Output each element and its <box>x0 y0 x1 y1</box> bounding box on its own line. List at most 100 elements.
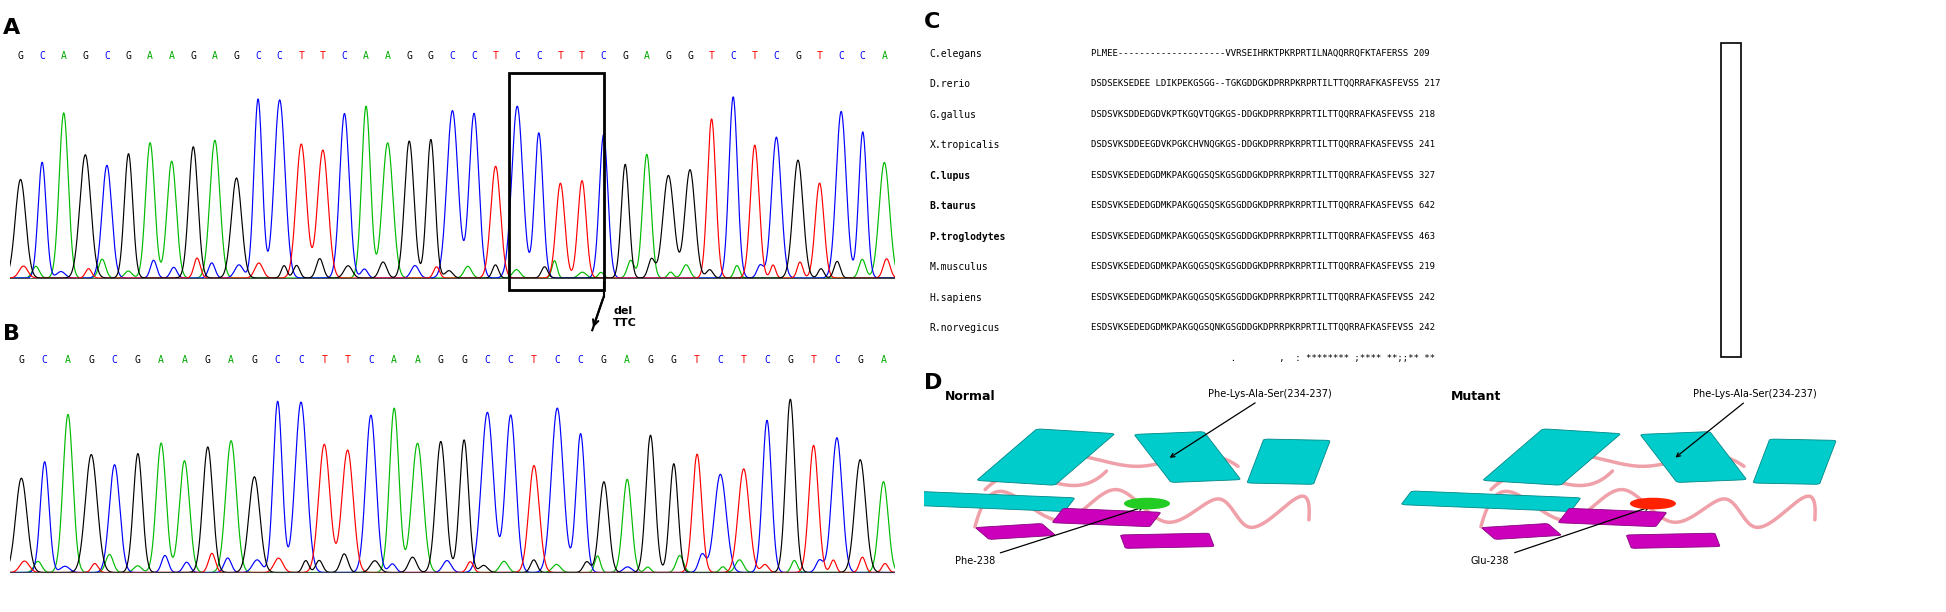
Text: P.troglodytes: P.troglodytes <box>930 232 1006 242</box>
Text: X.tropicalis: X.tropicalis <box>930 140 1000 151</box>
Text: .        ,  : ******** ;**** **;;** **: . , : ******** ;**** **;;** ** <box>1092 354 1436 363</box>
Text: H.sapiens: H.sapiens <box>930 293 983 303</box>
Text: ESDSVKSEDEDGDMKPAKGQGSQSKGSGDDGKDPRRPKRPRTILTTQQRRAFKASFEVSS 327: ESDSVKSEDEDGDMKPAKGQGSQSKGSGDDGKDPRRPKRP… <box>1092 171 1436 180</box>
Text: G: G <box>82 51 88 61</box>
Text: G: G <box>438 356 444 365</box>
Text: C: C <box>41 356 47 365</box>
Text: D: D <box>924 373 942 394</box>
Text: C: C <box>535 51 541 61</box>
Text: G: G <box>134 356 140 365</box>
Text: T: T <box>817 51 823 61</box>
Text: G: G <box>18 51 23 61</box>
Text: G: G <box>687 51 693 61</box>
FancyBboxPatch shape <box>1559 509 1666 526</box>
Text: Phe-238: Phe-238 <box>955 507 1142 566</box>
Text: A: A <box>169 51 175 61</box>
Text: G: G <box>461 356 467 365</box>
Text: G: G <box>796 51 802 61</box>
Text: Glu-238: Glu-238 <box>1471 507 1648 566</box>
Text: T: T <box>492 51 498 61</box>
Text: C: C <box>730 51 736 61</box>
Text: T: T <box>695 356 701 365</box>
FancyBboxPatch shape <box>977 524 1055 539</box>
Text: del
TTC: del TTC <box>613 306 636 327</box>
FancyBboxPatch shape <box>1753 439 1835 484</box>
Text: DSDSVKSDDEDGDVKPTKGQVTQGKGS-DDGKDPRRPKRPRTILTTQQRRAFKASFEVSS 218: DSDSVKSDDEDGDVKPTKGQVTQGKGS-DDGKDPRRPKRP… <box>1092 110 1436 119</box>
Text: A: A <box>882 51 887 61</box>
Text: C: C <box>255 51 261 61</box>
Text: Mutant: Mutant <box>1450 390 1500 403</box>
Text: T: T <box>741 356 747 365</box>
Text: A: A <box>212 51 218 61</box>
Text: G: G <box>18 356 23 365</box>
FancyBboxPatch shape <box>1135 431 1240 482</box>
FancyBboxPatch shape <box>1401 491 1580 512</box>
Text: G: G <box>648 356 654 365</box>
Text: A: A <box>64 356 70 365</box>
Text: C: C <box>39 51 45 61</box>
Text: G: G <box>671 356 677 365</box>
Text: A: A <box>148 51 154 61</box>
Text: C: C <box>111 356 117 365</box>
Text: G: G <box>858 356 864 365</box>
Text: C: C <box>835 356 841 365</box>
Text: C: C <box>450 51 455 61</box>
Text: D.rerio: D.rerio <box>930 80 971 89</box>
Text: C: C <box>578 356 584 365</box>
Text: T: T <box>580 51 586 61</box>
Text: G: G <box>234 51 239 61</box>
Text: C: C <box>485 356 490 365</box>
Text: G: G <box>204 356 210 365</box>
Text: C: C <box>860 51 866 61</box>
Text: C: C <box>276 51 282 61</box>
Text: C: C <box>555 356 560 365</box>
Bar <box>508 73 603 290</box>
Text: G: G <box>666 51 671 61</box>
Text: PLMEE--------------------VVRSEIHRKTPKRPRTILNAQQRRQFKTAFERSS 209: PLMEE--------------------VVRSEIHRKTPKRPR… <box>1092 49 1430 58</box>
Text: C: C <box>601 51 607 61</box>
Text: A: A <box>644 51 650 61</box>
Text: G.gallus: G.gallus <box>930 110 977 120</box>
Text: C: C <box>514 51 520 61</box>
Text: A: A <box>228 356 234 365</box>
Text: Phe-Lys-Ala-Ser(234-237): Phe-Lys-Ala-Ser(234-237) <box>1676 389 1818 457</box>
FancyBboxPatch shape <box>895 491 1074 512</box>
Text: T: T <box>751 51 757 61</box>
Text: DSDSEKSEDEE LDIKPEKGSGG--TGKGDDGKDPRRPKRPRTILTTQQRRAFKASFEVSS 217: DSDSEKSEDEE LDIKPEKGSGG--TGKGDDGKDPRRPKR… <box>1092 80 1440 89</box>
Text: C: C <box>274 356 280 365</box>
Text: B: B <box>2 324 19 344</box>
Text: ESDSVKSEDEDGDMKPAKGQGSQSKGSGDDGKDPRRPKRPRTILTTQQRRAFKASFEVSS 642: ESDSVKSEDEDGDMKPAKGQGSQSKGSGDDGKDPRRPKRP… <box>1092 201 1436 211</box>
FancyBboxPatch shape <box>977 429 1113 485</box>
Text: ESDSVKSEDEDGDMKPAKGQGSQSKGSGDDGKDPRRPKRPRTILTTQQRRAFKASFEVSS 242: ESDSVKSEDEDGDMKPAKGQGSQSKGSGDDGKDPRRPKRP… <box>1092 293 1436 302</box>
Text: C: C <box>839 51 845 61</box>
Text: G: G <box>428 51 434 61</box>
Text: G: G <box>601 356 607 365</box>
Text: T: T <box>557 51 562 61</box>
Text: C: C <box>103 51 109 61</box>
Text: T: T <box>321 356 327 365</box>
Text: G: G <box>88 356 93 365</box>
Text: G: G <box>788 356 794 365</box>
Text: G: G <box>191 51 197 61</box>
Text: T: T <box>811 356 817 365</box>
Circle shape <box>1125 498 1170 509</box>
Bar <box>1720 43 1742 357</box>
Text: G: G <box>407 51 413 61</box>
FancyBboxPatch shape <box>1483 524 1561 539</box>
Text: ESDSVKSEDEDGDMKPAKGQGSQSKGSGDDGKDPRRPKRPRTILTTQQRRAFKASFEVSS 463: ESDSVKSEDEDGDMKPAKGQGSQSKGSGDDGKDPRRPKRP… <box>1092 232 1436 241</box>
Text: C: C <box>718 356 724 365</box>
Text: C: C <box>765 356 771 365</box>
Text: A: A <box>60 51 66 61</box>
Text: T: T <box>298 51 304 61</box>
Text: Normal: Normal <box>944 390 994 403</box>
Text: ESDSVKSEDEDGDMKPAKGQGSQNKGSGDDGKDPRRPKRPRTILTTQQRRAFKASFEVSS 242: ESDSVKSEDEDGDMKPAKGQGSQNKGSGDDGKDPRRPKRP… <box>1092 323 1436 332</box>
FancyBboxPatch shape <box>1627 533 1720 548</box>
Text: A: A <box>4 18 21 38</box>
Text: T: T <box>319 51 325 61</box>
Text: R.norvegicus: R.norvegicus <box>930 323 1000 334</box>
Text: DSDSVKSDDEEGDVKPGKCHVNQGKGS-DDGKDPRRPKRPRTILTTQQRRAFKASFEVSS 241: DSDSVKSDDEEGDVKPGKCHVNQGKGS-DDGKDPRRPKRP… <box>1092 140 1436 149</box>
Text: C: C <box>773 51 778 61</box>
FancyBboxPatch shape <box>1053 509 1160 526</box>
Text: C: C <box>342 51 348 61</box>
FancyBboxPatch shape <box>1640 431 1746 482</box>
